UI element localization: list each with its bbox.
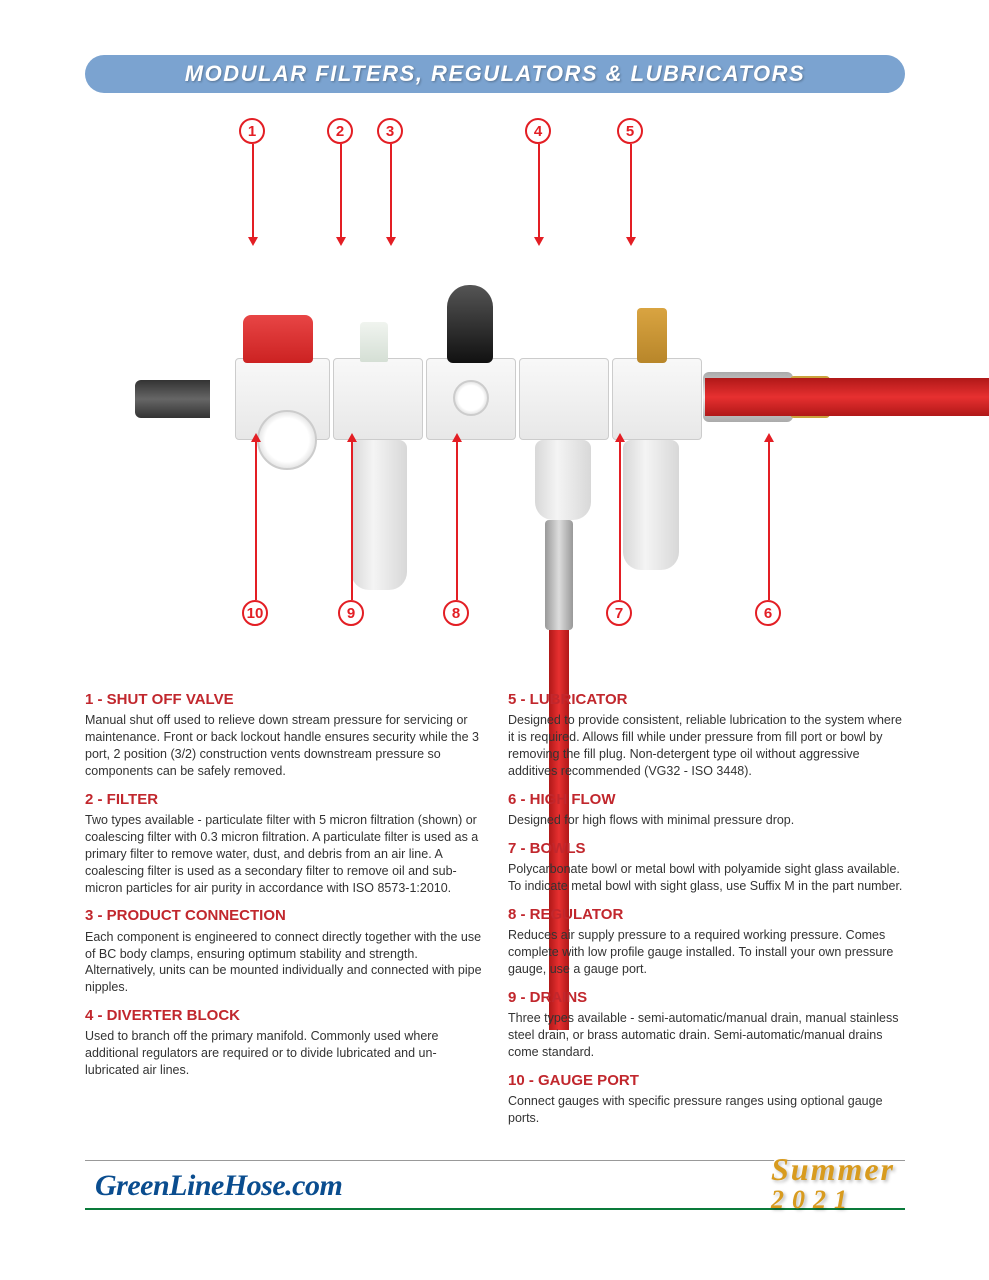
item-title: 8 - REGULATOR <box>508 905 905 925</box>
module-lubricator <box>612 358 702 440</box>
item-body: Two types available - particulate filter… <box>85 812 482 896</box>
item-body: Connect gauges with specific pressure ra… <box>508 1093 905 1127</box>
hose-outlet <box>705 378 989 416</box>
module-filter <box>333 358 423 440</box>
callout-line <box>340 144 342 239</box>
item-title: 2 - FILTER <box>85 790 482 810</box>
callout-top-2: 2 <box>327 118 353 144</box>
callout-number: 6 <box>764 605 772 622</box>
callout-arrow <box>347 433 357 442</box>
item-body: Manual shut off used to relieve down str… <box>85 712 482 780</box>
item-title: 10 - GAUGE PORT <box>508 1071 905 1091</box>
item-body: Three types available - semi-automatic/m… <box>508 1010 905 1061</box>
product-illustration <box>135 240 855 500</box>
item-body: Designed for high flows with minimal pre… <box>508 812 905 829</box>
callout-number: 4 <box>534 123 542 140</box>
branch-fitting <box>545 520 573 630</box>
callout-bottom-6: 6 <box>755 600 781 626</box>
callout-arrow <box>251 433 261 442</box>
callout-arrow <box>764 433 774 442</box>
item-body: Used to branch off the primary manifold.… <box>85 1028 482 1079</box>
item-title: 5 - LUBRICATOR <box>508 690 905 710</box>
item-body: Each component is engineered to connect … <box>85 929 482 997</box>
filter-cap <box>360 322 388 362</box>
footer-year: 2021 <box>771 1185 855 1215</box>
item-title: 7 - BOWLS <box>508 839 905 859</box>
description-column-right: 5 - LUBRICATORDesigned to provide consis… <box>508 690 905 1127</box>
item-body: Designed to provide consistent, reliable… <box>508 712 905 780</box>
callout-line <box>538 144 540 239</box>
footer-url: GreenLineHose.com <box>95 1169 342 1203</box>
callout-number: 7 <box>615 605 623 622</box>
page-footer: GreenLineHose.com Summer 2021 <box>85 1160 905 1210</box>
callout-bottom-8: 8 <box>443 600 469 626</box>
callout-top-3: 3 <box>377 118 403 144</box>
callout-arrow <box>452 433 462 442</box>
callout-bottom-9: 9 <box>338 600 364 626</box>
callout-line <box>390 144 392 239</box>
callout-line <box>619 440 621 600</box>
item-title: 1 - SHUT OFF VALVE <box>85 690 482 710</box>
gauge-regulator <box>453 380 489 416</box>
header-banner: MODULAR FILTERS, REGULATORS & LUBRICATOR… <box>85 55 905 93</box>
callout-number: 9 <box>347 605 355 622</box>
callout-line <box>768 440 770 600</box>
item-title: 6 - HIGH FLOW <box>508 790 905 810</box>
hose-left <box>135 380 210 418</box>
shutoff-handle <box>243 315 313 363</box>
item-title: 3 - PRODUCT CONNECTION <box>85 906 482 926</box>
callout-number: 10 <box>247 605 264 622</box>
callout-line <box>255 440 257 600</box>
filter-bowl <box>351 440 407 590</box>
callout-bottom-7: 7 <box>606 600 632 626</box>
header-title: MODULAR FILTERS, REGULATORS & LUBRICATOR… <box>185 61 805 87</box>
callout-arrow <box>248 237 258 246</box>
callout-bottom-10: 10 <box>242 600 268 626</box>
description-columns: 1 - SHUT OFF VALVEManual shut off used t… <box>85 690 905 1127</box>
callout-number: 8 <box>452 605 460 622</box>
callout-arrow <box>534 237 544 246</box>
callout-number: 1 <box>248 123 256 140</box>
callout-arrow <box>615 433 625 442</box>
description-column-left: 1 - SHUT OFF VALVEManual shut off used t… <box>85 690 482 1127</box>
item-title: 4 - DIVERTER BLOCK <box>85 1006 482 1026</box>
callout-line <box>630 144 632 239</box>
callout-number: 5 <box>626 123 634 140</box>
callout-top-1: 1 <box>239 118 265 144</box>
callout-line <box>252 144 254 239</box>
callout-line <box>456 440 458 600</box>
lubricator-fillcap <box>637 308 667 363</box>
callout-number: 2 <box>336 123 344 140</box>
callout-top-5: 5 <box>617 118 643 144</box>
item-title: 9 - DRAINS <box>508 988 905 1008</box>
callout-arrow <box>386 237 396 246</box>
callout-line <box>351 440 353 600</box>
lubricator-bowl <box>623 440 679 570</box>
diverter-bowl <box>535 440 591 520</box>
module-diverter <box>519 358 609 440</box>
regulator-knob <box>447 285 493 363</box>
gauge-main <box>257 410 317 470</box>
callout-top-4: 4 <box>525 118 551 144</box>
item-body: Reduces air supply pressure to a require… <box>508 927 905 978</box>
footer-season: Summer <box>771 1155 895 1184</box>
item-body: Polycarbonate bowl or metal bowl with po… <box>508 861 905 895</box>
callout-arrow <box>626 237 636 246</box>
callout-number: 3 <box>386 123 394 140</box>
callout-arrow <box>336 237 346 246</box>
product-diagram: 1 2 3 4 5 10 9 8 7 6 <box>85 100 905 640</box>
